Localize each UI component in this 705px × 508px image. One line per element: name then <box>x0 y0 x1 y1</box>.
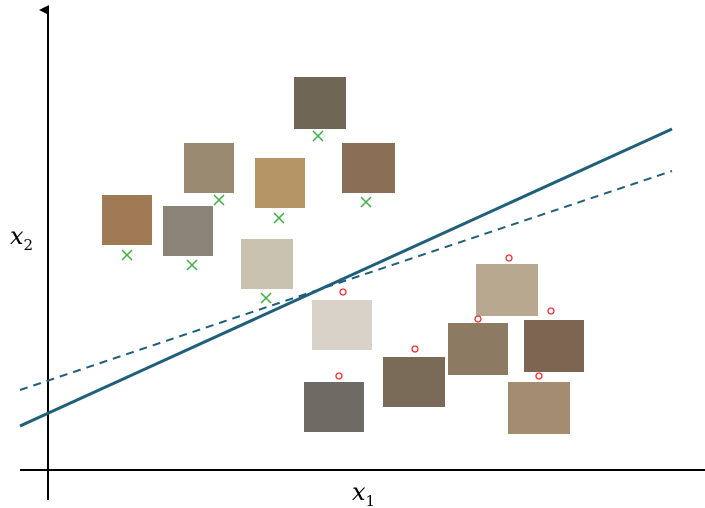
x-marker <box>122 250 132 260</box>
y-axis-label: x2 <box>10 222 33 254</box>
x-marker <box>361 197 371 207</box>
cat-image <box>476 264 538 316</box>
dog-image <box>342 143 395 193</box>
o-marker <box>548 308 554 314</box>
o-marker <box>475 316 481 322</box>
x-axis-label: x1 <box>352 478 375 508</box>
label-base: x <box>352 478 366 506</box>
diagram: x1 x2 <box>0 0 705 508</box>
label-sub: 1 <box>366 492 376 508</box>
x-marker <box>261 293 271 303</box>
label-base: x <box>10 222 24 250</box>
dog-image <box>241 239 293 289</box>
x-marker <box>313 131 323 141</box>
o-marker <box>536 373 542 379</box>
o-marker <box>506 255 512 261</box>
cat-image <box>448 323 508 375</box>
dog-image <box>102 195 152 245</box>
cat-image <box>304 382 364 432</box>
o-marker <box>340 289 346 295</box>
cat-image <box>524 320 584 372</box>
label-sub: 2 <box>24 236 34 254</box>
cat-images <box>304 264 584 434</box>
dog-images <box>102 77 395 289</box>
x-marker <box>214 195 224 205</box>
cat-image <box>383 357 445 407</box>
x-marker <box>274 213 284 223</box>
dog-image <box>255 158 305 208</box>
cat-image <box>508 382 570 434</box>
o-marker <box>412 346 418 352</box>
x-marker <box>187 260 197 270</box>
dog-image <box>184 143 234 193</box>
o-marker <box>336 373 342 379</box>
cat-image <box>312 300 372 350</box>
dog-image <box>163 206 213 256</box>
dog-image <box>294 77 346 129</box>
